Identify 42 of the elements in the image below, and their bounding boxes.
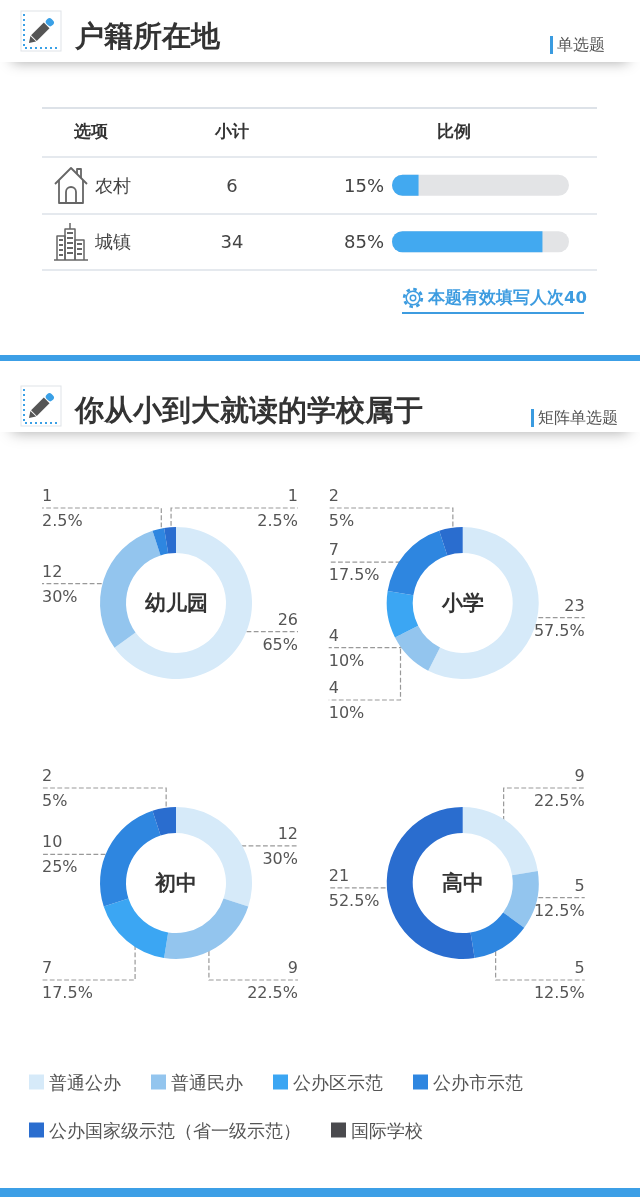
slice-label: 小学 <box>440 591 484 615</box>
legend-label: 国际学校 <box>351 1119 423 1141</box>
data-label: 9 22.5% <box>533 766 585 810</box>
legend-label: 普通民办 <box>171 1071 243 1093</box>
x-axis-title: 比例 <box>437 120 471 142</box>
data-label: 1 2.5% <box>257 486 298 530</box>
y-axis-title: 选项 <box>74 120 108 142</box>
data-label: 4 10% <box>328 625 365 670</box>
data-label: 7 17.5% <box>328 540 380 585</box>
data-label: 12 30% <box>42 561 78 606</box>
legend-label: 公办国家级示范（省一级示范） <box>49 1119 301 1141</box>
data-label: 9 22.5% <box>247 958 298 1002</box>
legend-label: 普通公办 <box>49 1071 121 1093</box>
data-label: 2 5% <box>42 766 68 810</box>
text: 小计 <box>215 120 249 142</box>
y-tick-label: 城镇 <box>94 231 131 253</box>
data-label: 85% <box>343 231 384 253</box>
chart-title: 你从小到大就读的学校属于 <box>75 393 423 427</box>
data-label: 2 5% <box>328 486 355 530</box>
data-label: 15% <box>343 174 384 196</box>
chart-subtitle: 单选题 <box>550 35 605 54</box>
text: 34 <box>220 231 244 253</box>
text: 6 <box>226 174 238 196</box>
slice-label: 幼儿园 <box>144 591 208 615</box>
data-label: 7 17.5% <box>42 958 93 1002</box>
data-label: 5 12.5% <box>533 958 585 1002</box>
legend-label: 公办市示范 <box>433 1071 523 1093</box>
data-label: 5 12.5% <box>533 875 585 920</box>
data-label: 23 57.5% <box>533 595 585 640</box>
slice-label: 高中 <box>441 871 484 895</box>
data-label: 26 65% <box>262 609 298 654</box>
chart-subtitle: 矩阵单选题 <box>531 408 618 427</box>
data-label: 10 25% <box>42 832 78 877</box>
data-label: 12 30% <box>262 823 298 868</box>
slice-label: 初中 <box>154 871 197 895</box>
legend-label: 公办区示范 <box>293 1071 383 1093</box>
text: 本题有效填写人次40 <box>428 287 587 309</box>
data-label: 21 52.5% <box>328 865 380 910</box>
text: 户籍所在地 <box>75 19 220 53</box>
data-label: 1 2.5% <box>42 486 83 530</box>
y-tick-label: 农村 <box>95 174 131 196</box>
data-label: 4 10% <box>328 678 365 722</box>
